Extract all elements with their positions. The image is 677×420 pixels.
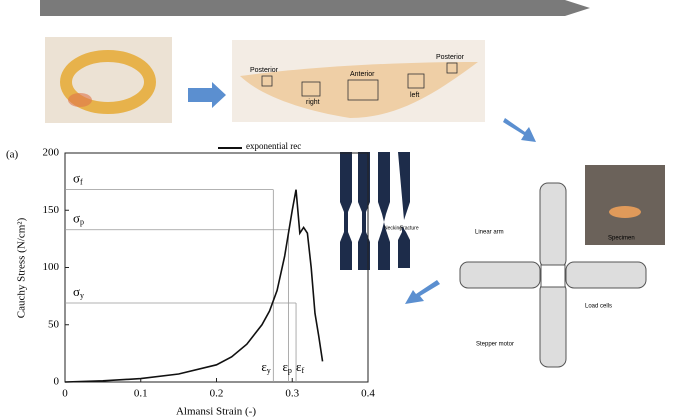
x-tick-label: 0.3 [285,388,299,400]
x-tick-label: 0.1 [134,388,148,400]
region-label: left [410,92,419,99]
symbol: σ [73,284,80,299]
x-tick-label: 0 [62,388,68,400]
flow-arrow [405,280,440,304]
strain-label: εf [296,359,304,375]
subscript: f [302,366,305,375]
subscript: p [80,218,84,227]
region-label: Anterior [350,71,375,78]
tissue-spot [68,93,92,107]
device-label: Linear arm [475,230,504,236]
stress-label: σy [73,284,84,300]
device-label: Load cells [585,304,612,310]
subscript: y [80,291,84,300]
stress-strain-curve [65,190,323,382]
y-axis-label: Cauchy Stress (N/cm²) [16,217,28,318]
stress-label: σf [73,171,83,187]
process-arrow [40,0,590,16]
y-tick-label: 50 [48,318,60,330]
region-label: Posterior [250,67,279,74]
x-tick-label: 0.4 [361,388,375,400]
flow-arrow [188,82,226,108]
specimen-in-photo [609,206,641,218]
plot-frame [65,153,368,382]
y-tick-label: 100 [43,261,60,273]
specimen-photo [585,165,665,245]
region-label: Posterior [436,54,465,61]
device-label: Stepper motor [476,342,514,348]
strain-label: εy [261,359,270,375]
symbol: σ [73,211,80,226]
strain-label: εp [282,359,291,375]
x-tick-label: 0.2 [210,388,224,400]
legend-text: exponential rec [246,141,301,151]
y-tick-label: 150 [43,204,60,216]
subscript: y [267,366,271,375]
specimens [340,152,410,270]
y-tick-label: 200 [43,147,60,159]
panel-label: (a) [6,149,19,161]
x-axis-label: Almansi Strain (-) [176,406,256,418]
subscript: p [288,366,292,375]
symbol: σ [73,171,80,186]
region-label: right [306,99,320,106]
stress-label: σp [73,211,84,227]
figure: Posterior Anterior Posterior right left … [0,0,677,420]
y-tick-label: 0 [54,376,60,388]
device-label: Specimen [608,236,635,242]
subscript: f [80,177,83,186]
specimen-label: Fracture [400,225,419,231]
flow-arrow [503,118,536,142]
